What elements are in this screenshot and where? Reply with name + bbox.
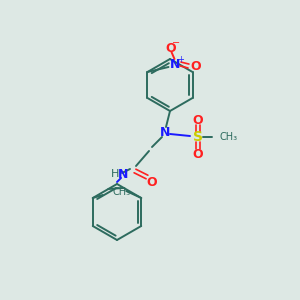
Text: CH₃: CH₃ [220, 132, 238, 142]
Text: N: N [118, 167, 128, 181]
Text: O: O [165, 41, 176, 55]
Text: O: O [190, 59, 201, 73]
Text: S: S [193, 130, 203, 144]
Text: O: O [147, 176, 157, 188]
Text: CH₃: CH₃ [113, 187, 131, 197]
Text: −: − [172, 38, 181, 48]
Text: H: H [111, 169, 119, 179]
Text: +: + [177, 55, 184, 64]
Text: N: N [160, 127, 170, 140]
Text: O: O [193, 148, 203, 160]
Text: O: O [193, 113, 203, 127]
Text: N: N [170, 58, 181, 70]
